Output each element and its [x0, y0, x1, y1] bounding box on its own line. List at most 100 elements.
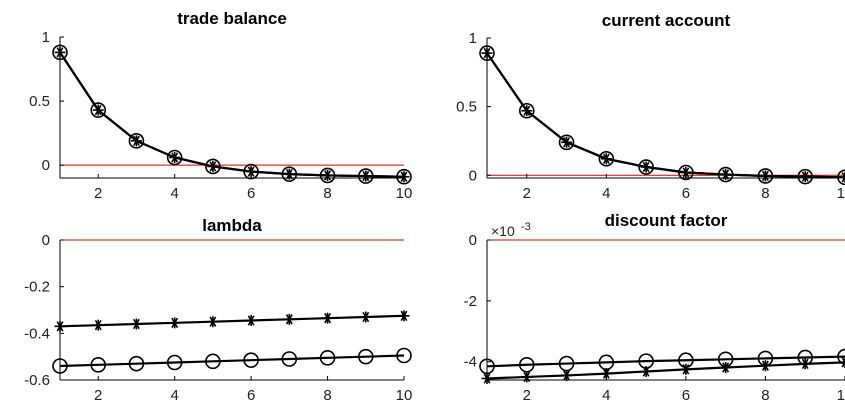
star-stroke	[841, 175, 845, 183]
data-point-circle	[205, 353, 221, 370]
x-tick-label: 2	[523, 387, 531, 404]
x-tick-label: 2	[94, 387, 102, 404]
data-point-star	[360, 311, 372, 323]
data-point-star	[207, 160, 219, 172]
data-point-star	[360, 170, 372, 182]
y-tick-label: 0	[42, 232, 50, 249]
data-point-star	[169, 317, 181, 329]
series-line	[59, 354, 405, 368]
data-point-circle	[281, 351, 298, 367]
data-point-circle	[837, 348, 845, 365]
data-point-circle	[479, 45, 495, 61]
data-point-star	[600, 153, 612, 165]
x-tick-label: 6	[247, 185, 255, 202]
x-tick-label: 6	[247, 387, 255, 404]
x-tick-label: 8	[323, 185, 331, 202]
data-point-star	[640, 365, 652, 377]
y-tick-label: 0.5	[456, 99, 477, 116]
y-tick-label: -0.4	[24, 325, 50, 342]
data-point-star	[640, 161, 652, 173]
data-point-circle	[243, 352, 259, 368]
data-point-star	[680, 167, 692, 179]
data-point-star	[839, 171, 845, 183]
data-point-circle	[166, 149, 183, 166]
data-point-star	[207, 316, 219, 328]
data-point-star	[839, 356, 845, 368]
series-line	[486, 52, 845, 179]
data-point-star	[283, 313, 295, 325]
star-stroke	[841, 357, 845, 364]
series-line	[59, 314, 405, 328]
x-tick-label: 6	[682, 387, 690, 404]
x-tick-label: 6	[682, 185, 690, 202]
data-point-star	[130, 318, 142, 330]
x-tick-label: 8	[761, 387, 769, 404]
star-stroke	[841, 172, 845, 179]
x-tick-label: 10	[396, 185, 413, 202]
y-tick-label: 1	[469, 30, 477, 47]
data-point-circle	[319, 350, 336, 366]
axis-exponent-power: -3	[521, 221, 531, 233]
data-point-circle	[166, 354, 183, 371]
data-point-star	[521, 371, 533, 383]
x-tick-label: 4	[170, 185, 178, 202]
y-tick-label: -0.2	[24, 279, 50, 296]
data-point-star	[130, 135, 142, 147]
x-tick-label: 2	[523, 185, 531, 202]
data-point-star	[322, 312, 334, 324]
x-tick-label: 2	[94, 185, 102, 202]
x-tick-label: 10	[837, 185, 845, 202]
x-tick-label: 10	[837, 387, 845, 404]
chart-panel-3: lambda 2 4 6 8 10 -0.6 -0.4 -0.2 0	[24, 216, 412, 404]
y-tick-label: 1	[42, 29, 50, 46]
data-point-star	[283, 168, 295, 180]
data-point-star	[720, 169, 732, 181]
series-line	[486, 361, 845, 380]
y-tick-label: 0	[469, 232, 477, 249]
y-tick-label: -2	[464, 293, 477, 310]
data-point-star	[322, 169, 334, 181]
data-point-star	[759, 360, 771, 372]
data-point-circle	[52, 358, 68, 374]
chart-title: current account	[602, 11, 731, 30]
data-point-star	[245, 166, 257, 178]
data-point-star	[561, 369, 573, 381]
data-point-circle	[52, 44, 68, 61]
data-point-circle	[90, 357, 107, 373]
chart-title: lambda	[202, 216, 262, 235]
y-tick-label: -0.6	[24, 372, 50, 389]
data-point-circle	[598, 150, 615, 167]
data-point-star	[169, 151, 181, 163]
data-point-star	[799, 358, 811, 370]
data-point-star	[398, 171, 410, 183]
data-point-star	[720, 362, 732, 374]
chart-panel-2: current account 2 4 6 8 10 0 0.5 1	[456, 11, 845, 202]
chart-title: trade balance	[177, 9, 287, 28]
y-tick-label: 0	[42, 157, 50, 174]
x-tick-label: 8	[761, 185, 769, 202]
series-line	[486, 355, 845, 368]
y-tick-label: -4	[464, 354, 477, 371]
data-point-star	[600, 368, 612, 380]
axis-exponent-label: ×10	[491, 223, 515, 239]
data-point-circle	[558, 134, 575, 151]
data-point-star	[92, 104, 104, 116]
series-line	[59, 51, 405, 178]
data-point-circle	[128, 355, 145, 372]
x-tick-label: 4	[602, 387, 610, 404]
data-point-star	[481, 47, 493, 59]
data-point-star	[561, 136, 573, 148]
chart-title: discount factor	[605, 211, 728, 230]
data-point-star	[481, 372, 493, 384]
x-tick-label: 4	[170, 387, 178, 404]
chart-panel-4: discount factor 2 4 6 8 10 -4 -2 0 ×10 -3	[464, 211, 845, 404]
data-point-star	[521, 105, 533, 117]
x-tick-label: 4	[602, 185, 610, 202]
data-point-star	[799, 171, 811, 183]
y-tick-label: 0	[469, 167, 477, 184]
x-tick-label: 10	[396, 387, 413, 404]
star-stroke	[841, 360, 845, 368]
data-point-star	[759, 170, 771, 182]
data-point-circle	[396, 347, 412, 364]
